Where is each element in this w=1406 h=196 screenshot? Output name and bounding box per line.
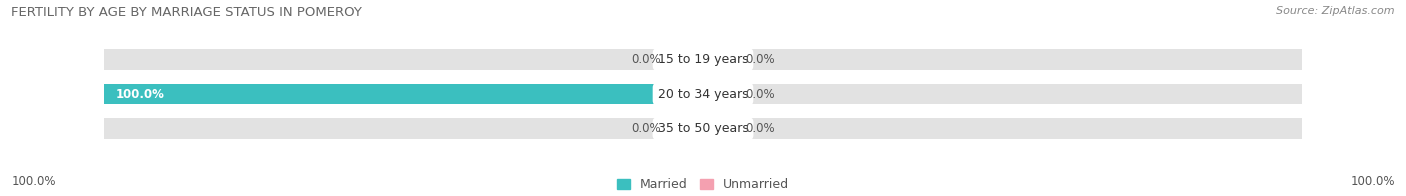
Bar: [104, 84, 703, 104]
Text: 100.0%: 100.0%: [115, 88, 165, 101]
Bar: [703, 118, 740, 139]
Bar: [703, 49, 740, 70]
Text: FERTILITY BY AGE BY MARRIAGE STATUS IN POMEROY: FERTILITY BY AGE BY MARRIAGE STATUS IN P…: [11, 6, 363, 19]
Text: 0.0%: 0.0%: [631, 122, 661, 135]
Text: Source: ZipAtlas.com: Source: ZipAtlas.com: [1277, 6, 1395, 16]
Text: 15 to 19 years: 15 to 19 years: [658, 53, 748, 66]
Bar: [104, 49, 703, 70]
Bar: [104, 84, 703, 104]
Text: 35 to 50 years: 35 to 50 years: [658, 122, 748, 135]
Bar: [703, 84, 1302, 104]
Bar: [666, 84, 703, 104]
Bar: [666, 118, 703, 139]
Text: 0.0%: 0.0%: [745, 53, 775, 66]
Text: 0.0%: 0.0%: [745, 122, 775, 135]
Bar: [703, 84, 740, 104]
Text: 0.0%: 0.0%: [745, 88, 775, 101]
Legend: Married, Unmarried: Married, Unmarried: [617, 178, 789, 191]
Text: 100.0%: 100.0%: [1350, 175, 1395, 188]
Text: 20 to 34 years: 20 to 34 years: [658, 88, 748, 101]
Text: 0.0%: 0.0%: [631, 53, 661, 66]
Bar: [104, 118, 703, 139]
Bar: [703, 49, 1302, 70]
Bar: [666, 49, 703, 70]
Text: 100.0%: 100.0%: [11, 175, 56, 188]
Bar: [703, 118, 1302, 139]
